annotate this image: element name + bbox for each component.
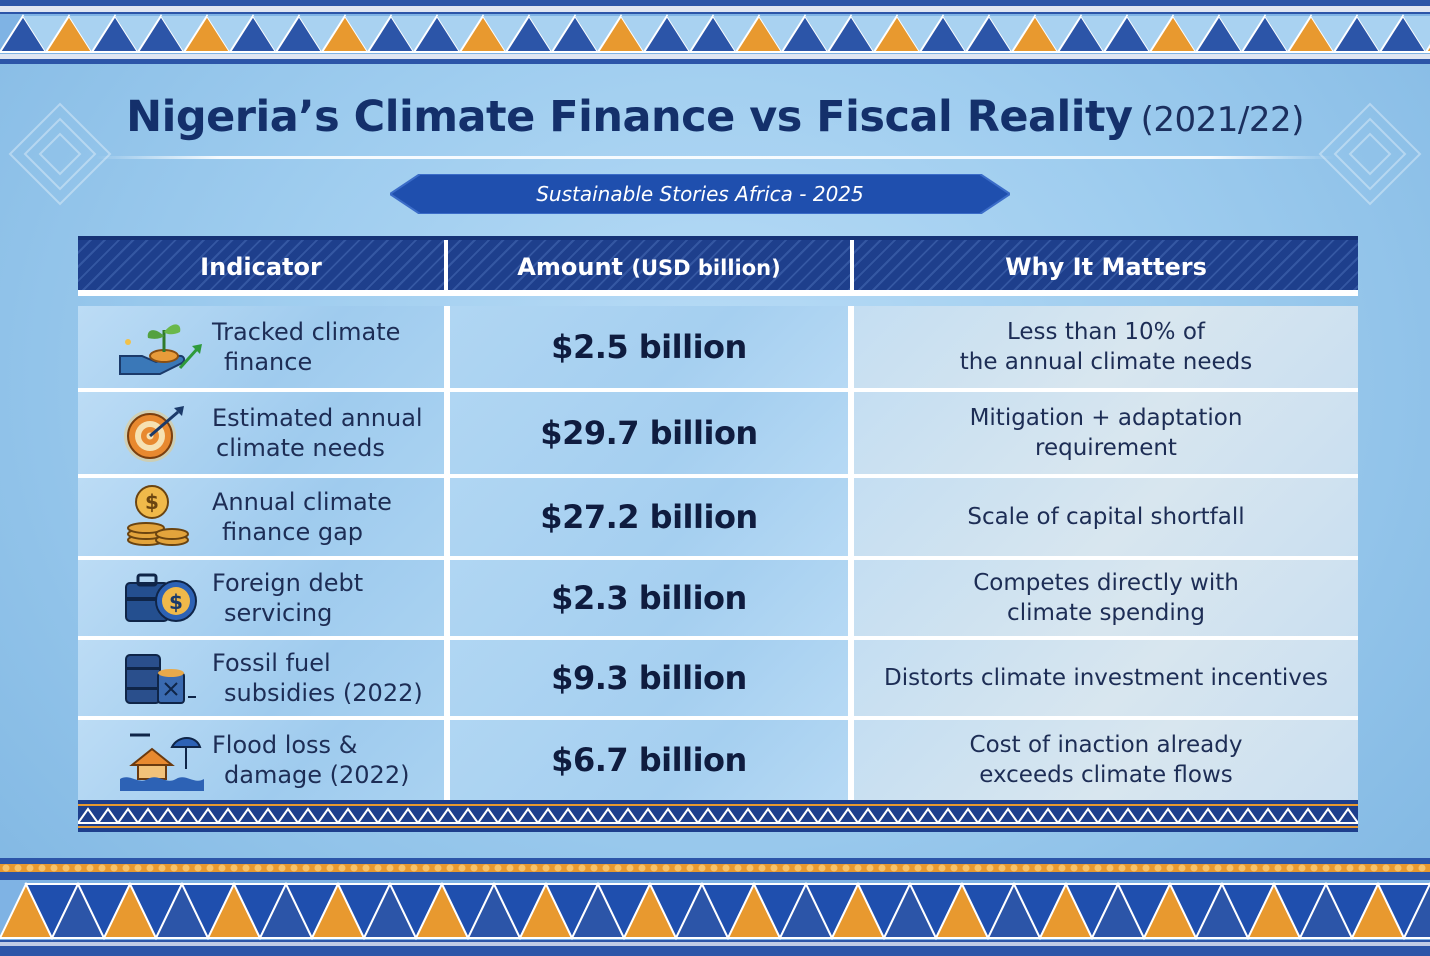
amount-value: $29.7 billion bbox=[540, 414, 758, 452]
indicator-label: Flood loss & damage (2022) bbox=[212, 731, 410, 789]
svg-text:$: $ bbox=[145, 490, 159, 514]
debt-briefcase-icon: $ bbox=[125, 573, 197, 622]
why-it-matters: Mitigation + adaptation requirement bbox=[969, 405, 1243, 461]
indicator-label: Annual climate finance gap bbox=[212, 488, 392, 546]
bottom-ornamental-border bbox=[0, 858, 1430, 956]
plant-hand-icon bbox=[119, 324, 202, 375]
amount-value: $6.7 billion bbox=[551, 741, 747, 779]
title-underline bbox=[95, 156, 1335, 159]
amount-value: $27.2 billion bbox=[540, 498, 758, 536]
oil-barrel-icon bbox=[125, 654, 196, 704]
table-row: $ Annual climate finance gap $27.2 billi… bbox=[78, 478, 1358, 560]
left-diamond-pattern bbox=[8, 102, 112, 206]
table-row: $ Foreign debt servicing $2.3 billion Co… bbox=[78, 560, 1358, 640]
subtitle-text: Sustainable Stories Africa - 2025 bbox=[536, 182, 864, 206]
indicator-label: Fossil fuel subsidies (2022) bbox=[212, 649, 423, 707]
header-amount-unit: (USD billion) bbox=[631, 256, 781, 280]
header-indicator: Indicator bbox=[78, 240, 444, 290]
table-row: Estimated annual climate needs $29.7 bil… bbox=[78, 392, 1358, 478]
why-it-matters: Cost of inaction already exceeds climate… bbox=[969, 732, 1243, 788]
subtitle-ribbon: Sustainable Stories Africa - 2025 bbox=[390, 174, 1010, 214]
why-it-matters: Scale of capital shortfall bbox=[967, 504, 1245, 530]
svg-text:$: $ bbox=[169, 590, 183, 614]
amount-value: $2.5 billion bbox=[551, 328, 747, 366]
table-row: Tracked climate finance $2.5 billion Les… bbox=[78, 306, 1358, 392]
title-main: Nigeria’s Climate Finance vs Fiscal Real… bbox=[126, 92, 1133, 142]
flood-house-icon bbox=[120, 733, 204, 791]
indicator-label: Estimated annual climate needs bbox=[212, 404, 423, 462]
table-footer-border bbox=[76, 800, 1360, 832]
amount-value: $2.3 billion bbox=[551, 579, 747, 617]
target-icon bbox=[124, 406, 184, 462]
header-amount: Amount (USD billion) bbox=[448, 240, 850, 290]
top-ornamental-border bbox=[0, 0, 1430, 64]
header-why: Why It Matters bbox=[854, 240, 1358, 290]
why-it-matters: Distorts climate investment incentives bbox=[883, 665, 1329, 691]
indicator-label: Foreign debt servicing bbox=[212, 569, 364, 627]
page-title: Nigeria’s Climate Finance vs Fiscal Real… bbox=[0, 92, 1430, 162]
why-it-matters: Competes directly with climate spending bbox=[973, 570, 1239, 626]
table-header: Indicator Amount (USD billion) Why It Ma… bbox=[78, 236, 1358, 296]
table-row: Fossil fuel subsidies (2022) $9.3 billio… bbox=[78, 640, 1358, 720]
finance-table: Indicator Amount (USD billion) Why It Ma… bbox=[76, 236, 1360, 836]
why-it-matters: Less than 10% of the annual climate need… bbox=[959, 319, 1253, 375]
header-amount-label: Amount bbox=[517, 253, 624, 281]
indicator-label: Tracked climate finance bbox=[212, 318, 401, 376]
table-row: Flood loss & damage (2022) $6.7 billion … bbox=[78, 720, 1358, 800]
amount-value: $9.3 billion bbox=[551, 659, 747, 697]
coin-stack-icon: $ bbox=[127, 485, 189, 546]
title-year: (2021/22) bbox=[1140, 100, 1305, 140]
right-diamond-pattern bbox=[1318, 102, 1422, 206]
